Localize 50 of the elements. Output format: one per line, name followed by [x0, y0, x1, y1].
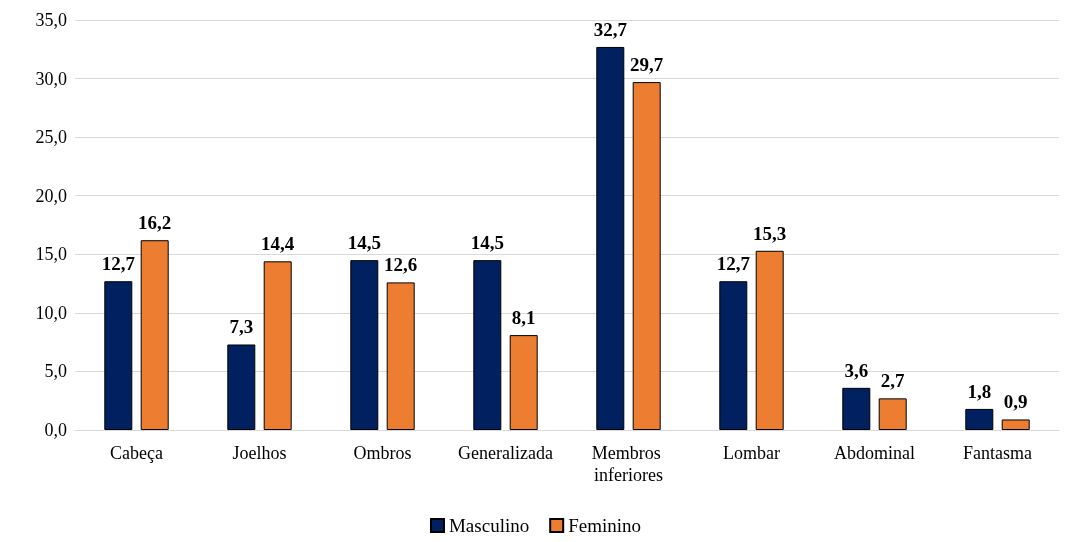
data-label: 0,9 — [1003, 391, 1028, 413]
x-tick-label: Cabeça — [110, 443, 163, 463]
x-tick-label: Joelhos — [232, 443, 287, 463]
data-label: 7,3 — [229, 316, 254, 338]
data-label: 1,8 — [967, 380, 992, 402]
bar — [1001, 419, 1030, 430]
x-tick-label: Abdominal — [834, 443, 915, 463]
data-label: 14,5 — [347, 232, 381, 254]
bar — [509, 335, 538, 430]
data-label: 8,1 — [511, 307, 536, 329]
bar — [596, 46, 625, 430]
y-tick-label: 35,0 — [35, 10, 67, 30]
data-label: 16,2 — [138, 212, 172, 234]
data-label: 2,7 — [880, 370, 906, 392]
bar — [755, 250, 784, 430]
x-tick-label: Ombros — [353, 443, 412, 463]
y-tick-label: 10,0 — [35, 302, 67, 323]
data-label: 15,3 — [753, 222, 787, 244]
legend-label: Feminino — [568, 515, 642, 536]
bar — [632, 82, 661, 430]
y-tick-label: 0,0 — [44, 420, 67, 440]
y-tick-label: 5,0 — [44, 361, 67, 382]
y-tick-label: 30,0 — [35, 68, 67, 89]
bar — [842, 387, 871, 430]
legend-label: Masculino — [448, 515, 530, 536]
bar — [719, 281, 748, 430]
x-tick-label: Fantasma — [963, 443, 1032, 463]
bar — [386, 282, 415, 430]
data-label: 14,5 — [470, 232, 504, 254]
bar — [965, 408, 994, 430]
x-tick-label: Lombar — [723, 443, 780, 463]
y-tick-label: 20,0 — [35, 185, 67, 206]
x-tick-label: Membros inferiores — [591, 443, 666, 485]
data-label: 32,7 — [593, 18, 628, 40]
y-tick-label: 15,0 — [35, 244, 67, 265]
data-label: 3,6 — [844, 359, 869, 381]
bar — [350, 260, 379, 430]
x-tick-label: Generalizada — [458, 443, 553, 463]
bar — [227, 344, 256, 430]
y-tick-label: 25,0 — [35, 127, 67, 148]
bar — [140, 240, 169, 430]
bar — [473, 260, 502, 430]
data-label: 12,6 — [384, 254, 418, 276]
data-label: 12,7 — [716, 253, 751, 275]
bar — [263, 261, 292, 430]
bar — [104, 281, 133, 430]
data-label: 12,7 — [101, 253, 136, 275]
data-label: 14,4 — [261, 233, 295, 255]
bar — [878, 398, 907, 430]
data-label: 29,7 — [630, 54, 664, 76]
